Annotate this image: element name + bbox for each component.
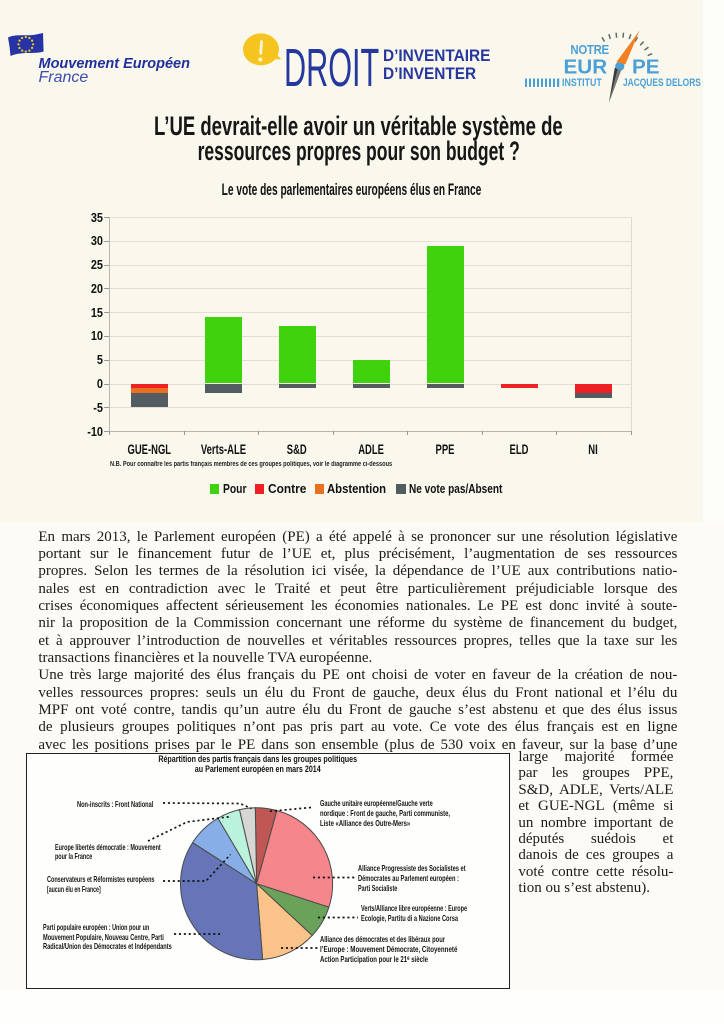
svg-text:PE: PE	[632, 55, 660, 78]
svg-text:NOTRE: NOTRE	[570, 42, 610, 57]
svg-text:EUR: EUR	[564, 55, 608, 78]
